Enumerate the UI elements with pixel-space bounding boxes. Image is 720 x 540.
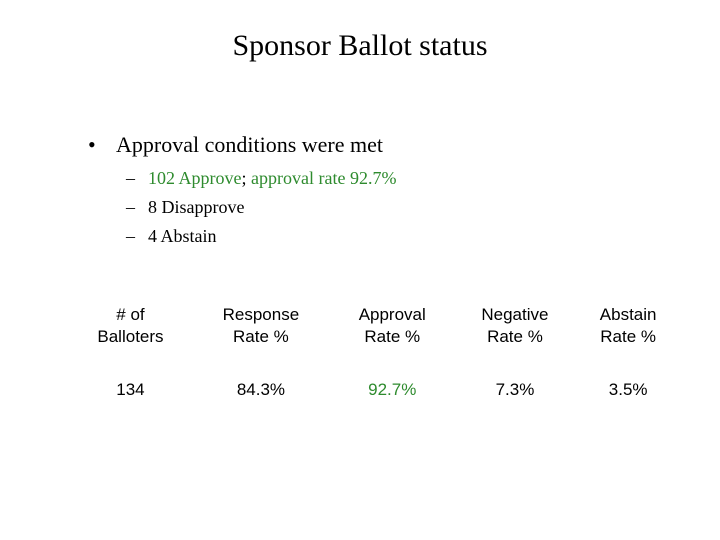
header-negative-rate: Negative Rate % bbox=[481, 305, 549, 346]
slide-title: Sponsor Ballot status bbox=[232, 29, 488, 62]
dash-marker: – bbox=[126, 197, 135, 217]
cell-response-rate: 84.3% bbox=[236, 380, 286, 399]
sub-bullet-abstain: –4 Abstain bbox=[126, 222, 396, 251]
abstain-text: 4 Abstain bbox=[148, 226, 217, 246]
table-row: 134 84.3% 92.7% 7.3% 3.5% bbox=[70, 376, 680, 404]
main-bullet-text: Approval conditions were met bbox=[116, 132, 383, 157]
main-bullet: • Approval conditions were met bbox=[88, 128, 383, 162]
approval-rate-text: approval rate 92.7% bbox=[251, 168, 397, 188]
cell-approval-rate: 92.7% bbox=[368, 380, 417, 399]
cell-negative-rate: 7.3% bbox=[495, 380, 535, 399]
table-spacer-row bbox=[70, 356, 680, 376]
sub-bullet-list: –102 Approve; approval rate 92.7% –8 Dis… bbox=[126, 164, 396, 251]
header-balloters: # of Balloters bbox=[97, 305, 164, 346]
approve-separator: ; bbox=[241, 168, 247, 188]
header-approval-rate: Approval Rate % bbox=[358, 305, 426, 346]
approve-count: 102 Approve bbox=[148, 168, 242, 188]
table-header-row: # of Balloters Response Rate % Approval Rat… bbox=[70, 300, 680, 356]
sub-bullet-approve: –102 Approve; approval rate 92.7% bbox=[126, 164, 396, 193]
cell-abstain-rate: 3.5% bbox=[608, 380, 648, 399]
header-abstain-rate: Abstain Rate % bbox=[599, 305, 657, 346]
header-response-rate: Response Rate % bbox=[222, 305, 300, 346]
bullet-dot: • bbox=[88, 132, 96, 157]
sub-bullet-disapprove: –8 Disapprove bbox=[126, 193, 396, 222]
dash-marker: – bbox=[126, 226, 135, 246]
cell-balloters: 134 bbox=[116, 380, 145, 399]
ballot-stats-table: # of Balloters Response Rate % Approval Rat… bbox=[70, 300, 680, 404]
disapprove-text: 8 Disapprove bbox=[148, 197, 245, 217]
dash-marker: – bbox=[126, 168, 135, 188]
